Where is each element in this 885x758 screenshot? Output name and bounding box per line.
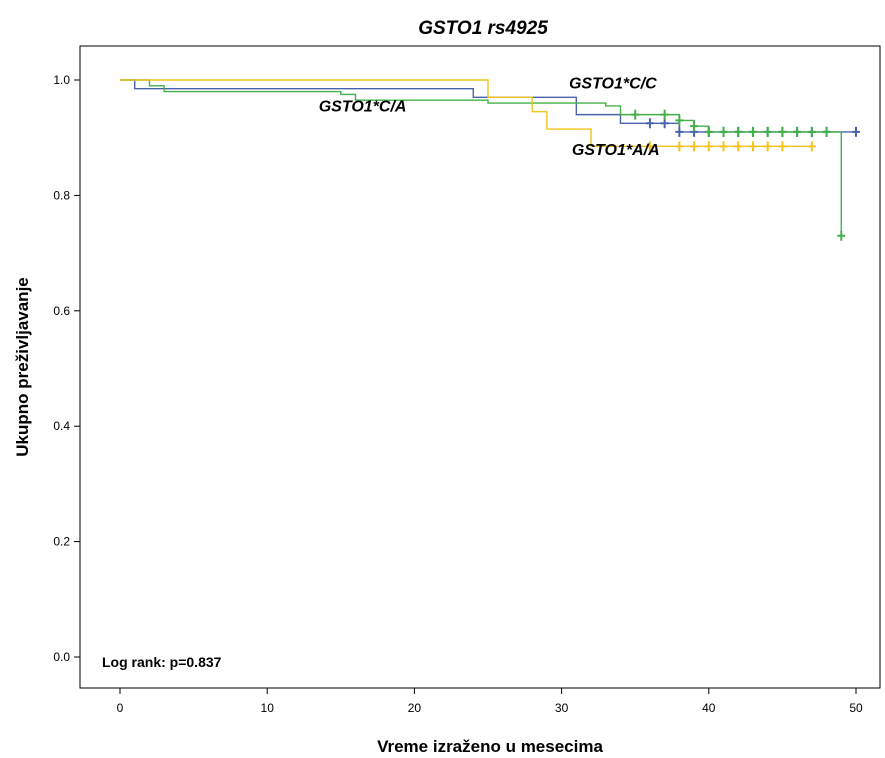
- x-tick-label: 20: [408, 701, 422, 715]
- x-axis: 0 10 20 30 40 50: [117, 688, 863, 715]
- censor-mark: [734, 126, 743, 137]
- censor-mark: [631, 109, 640, 120]
- censor-mark: [660, 109, 669, 120]
- series-layer: [120, 79, 860, 241]
- x-tick-label: 30: [555, 701, 569, 715]
- x-tick-label: 10: [261, 701, 275, 715]
- censor-mark: [852, 126, 860, 137]
- censor-mark: [675, 126, 684, 137]
- censor-mark: [719, 141, 728, 152]
- y-axis-label: Ukupno preživljavanje: [13, 277, 32, 457]
- y-tick-label: 0.2: [53, 535, 70, 549]
- censor-mark: [793, 126, 802, 137]
- censor-mark: [837, 230, 846, 241]
- censor-mark: [690, 141, 699, 152]
- censor-mark: [778, 126, 787, 137]
- censor-mark: [748, 141, 757, 152]
- censor-mark: [660, 118, 669, 129]
- censor-mark: [807, 126, 816, 137]
- censor-mark: [645, 141, 654, 152]
- x-tick-label: 0: [117, 701, 124, 715]
- series-line-1: [120, 79, 842, 236]
- series-line-2: [120, 79, 812, 148]
- censor-mark: [704, 141, 713, 152]
- censor-mark: [763, 141, 772, 152]
- censor-mark: [734, 141, 743, 152]
- log-rank-note: Log rank: p=0.837: [102, 654, 222, 670]
- x-tick-label: 40: [702, 701, 716, 715]
- y-tick-label: 0.8: [53, 188, 70, 202]
- y-tick-label: 0.4: [53, 419, 70, 433]
- y-tick-label: 0.6: [53, 304, 70, 318]
- censor-mark: [690, 121, 699, 132]
- series-annotation: GSTO1*C/C: [569, 76, 657, 93]
- censor-mark: [704, 126, 713, 137]
- annotation-layer: GSTO1*C/C GSTO1*C/A GSTO1*A/A: [319, 76, 660, 159]
- censor-mark: [807, 141, 816, 152]
- x-axis-label: Vreme izraženo u mesecima: [377, 737, 603, 756]
- plot-frame: [79, 45, 881, 689]
- x-tick-label: 50: [849, 701, 863, 715]
- y-axis: 0.0 0.2 0.4 0.6 0.8 1.0: [53, 73, 80, 664]
- censor-mark: [778, 141, 787, 152]
- y-tick-label: 1.0: [53, 73, 70, 87]
- censor-mark: [822, 126, 831, 137]
- y-tick-label: 0.0: [53, 650, 70, 664]
- series-annotation: GSTO1*A/A: [572, 142, 660, 159]
- censor-mark: [748, 126, 757, 137]
- censor-mark: [675, 115, 684, 126]
- censor-mark: [675, 141, 684, 152]
- censor-mark: [763, 126, 772, 137]
- censor-mark: [719, 126, 728, 137]
- censor-mark: [645, 118, 654, 129]
- chart-title: GSTO1 rs4925: [418, 18, 548, 39]
- series-annotation: GSTO1*C/A: [319, 99, 407, 116]
